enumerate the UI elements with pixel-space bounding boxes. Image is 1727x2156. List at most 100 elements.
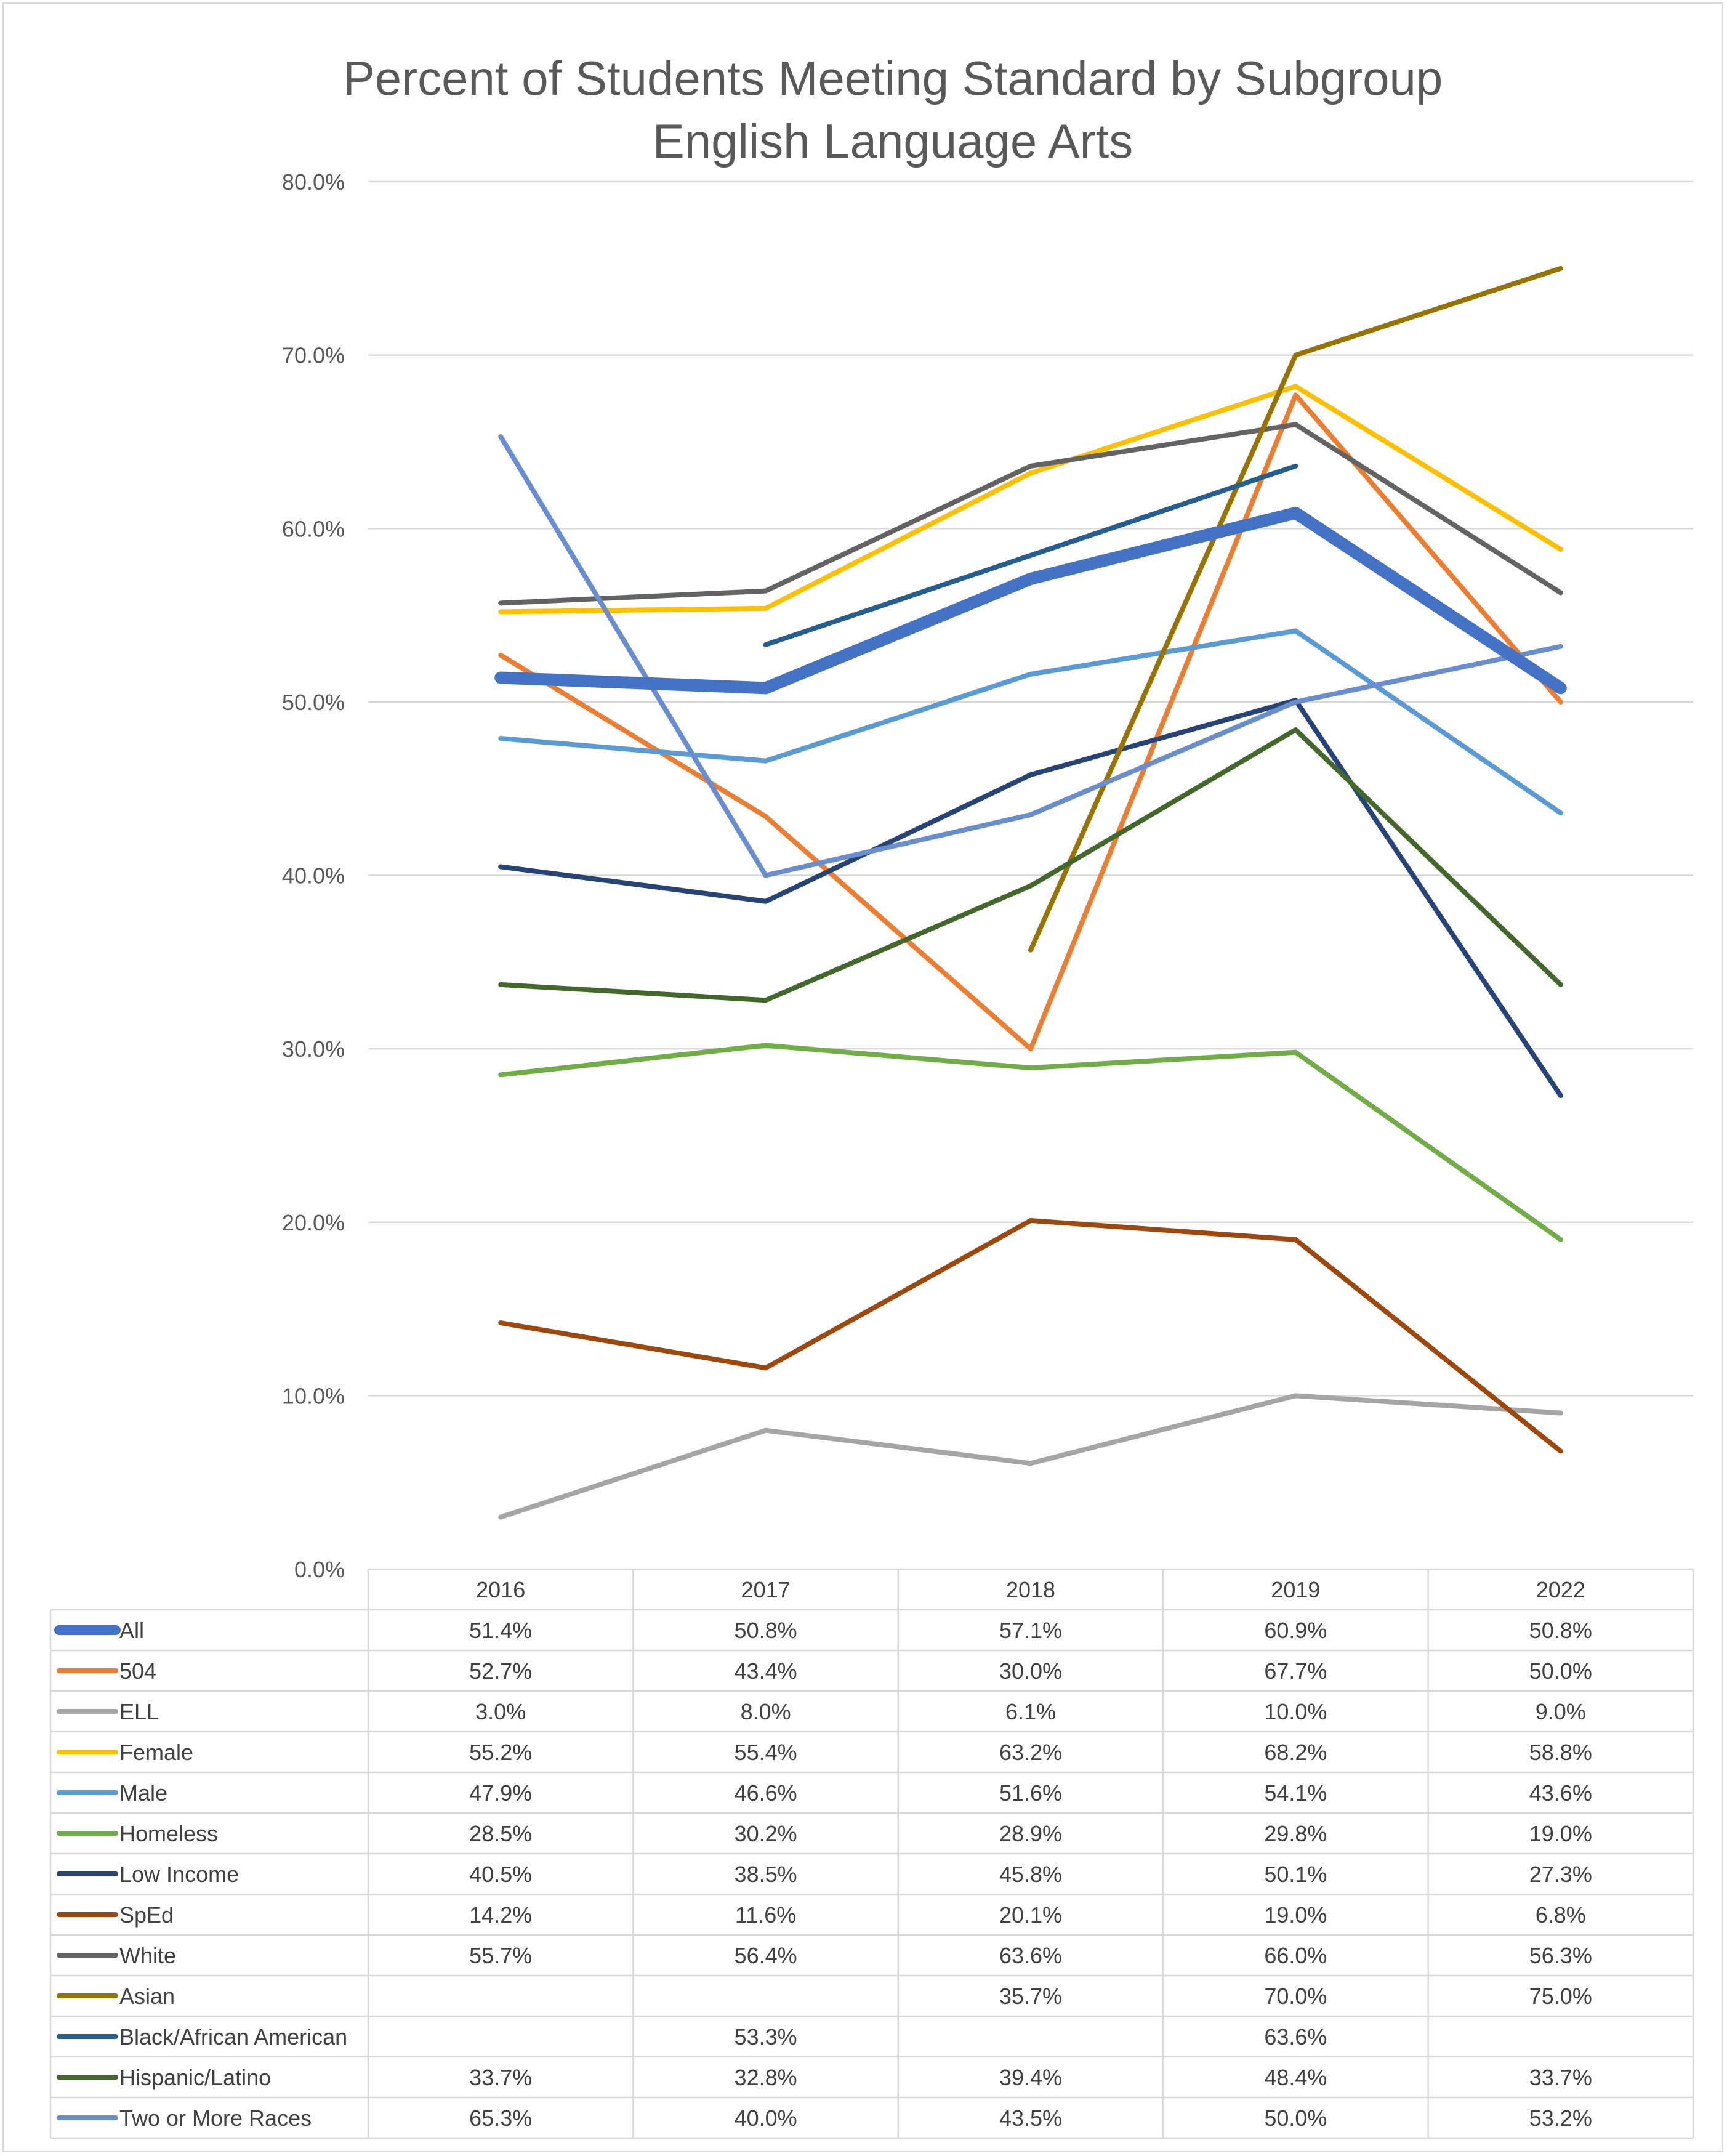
legend-label: Hispanic/Latino [119,2065,271,2090]
data-label: 28.9% [999,1821,1062,1846]
series-line-asian [1028,265,1563,953]
x-category-label: 2019 [1271,1577,1320,1602]
data-label: 6.1% [1005,1699,1056,1724]
data-label: 14.2% [469,1902,532,1928]
data-label: 54.1% [1264,1780,1327,1806]
data-label: 8.0% [741,1699,791,1724]
y-tick-label: 50.0% [282,690,345,715]
data-label: 30.0% [999,1658,1062,1684]
data-label: 55.4% [735,1740,797,1765]
series-line-low-income [498,698,1563,1099]
data-label: 19.0% [1264,1902,1327,1928]
data-label: 39.4% [999,2065,1062,2090]
data-label: 43.6% [1529,1780,1592,1806]
data-label: 63.6% [1264,2024,1327,2049]
data-label: 63.2% [999,1740,1062,1765]
legend-label: SpEd [119,1902,174,1928]
data-label: 65.3% [469,2106,532,2131]
data-label: 29.8% [1264,1821,1327,1846]
x-category-label: 2022 [1536,1577,1585,1602]
legend-label: Female [119,1740,193,1765]
y-tick-label: 60.0% [282,516,345,541]
data-label: 52.7% [469,1658,532,1684]
y-tick-label: 40.0% [282,863,345,889]
data-label: 3.0% [475,1699,526,1724]
y-tick-label: 30.0% [282,1036,345,1062]
data-label: 66.0% [1264,1943,1327,1968]
data-label: 53.3% [735,2024,797,2049]
series-line-two-or-more-races [498,434,1563,878]
data-label: 40.0% [735,2106,797,2131]
series-line-homeless [498,1043,1563,1242]
series-line-female [498,384,1563,615]
data-label: 50.8% [735,1618,797,1643]
series-line-male [498,628,1563,816]
data-label: 53.2% [1529,2106,1592,2131]
y-tick-label: 10.0% [282,1383,345,1408]
legend-label: Male [119,1780,167,1806]
legend-label: Two or More Races [119,2106,312,2131]
data-label: 43.5% [999,2106,1062,2131]
data-label: 75.0% [1529,1984,1592,2009]
series-line-black-african-american [763,463,1298,647]
data-label: 68.2% [1264,1740,1327,1765]
data-label: 50.0% [1529,1658,1592,1684]
data-label: 19.0% [1529,1821,1592,1846]
data-label: 32.8% [735,2065,797,2090]
data-label: 33.7% [469,2065,532,2090]
legend-label: Low Income [119,1862,239,1887]
series-line-504 [498,392,1563,1052]
legend-label: ELL [119,1699,159,1724]
data-label: 45.8% [999,1862,1062,1887]
data-label: 30.2% [735,1821,797,1846]
data-label: 9.0% [1536,1699,1586,1724]
legend-label: Homeless [119,1821,218,1846]
x-category-label: 2018 [1006,1577,1055,1602]
data-label: 55.2% [469,1740,532,1765]
legend-label: White [119,1943,176,1968]
data-label: 67.7% [1264,1658,1327,1684]
data-label: 56.3% [1529,1943,1592,1968]
data-label: 28.5% [469,1821,532,1846]
legend-label: Asian [119,1984,175,2009]
data-label: 70.0% [1264,1984,1327,2009]
data-label: 51.6% [999,1780,1062,1806]
data-label: 50.1% [1264,1862,1327,1887]
legend-label: 504 [119,1658,156,1684]
data-label: 10.0% [1264,1699,1327,1724]
series-line-sped [498,1217,1563,1454]
y-tick-label: 80.0% [282,169,345,195]
data-label: 50.0% [1264,2106,1327,2131]
data-label: 51.4% [469,1618,532,1643]
series-line-white [498,422,1563,606]
data-label: 11.6% [735,1902,796,1928]
data-label: 48.4% [1264,2065,1327,2090]
data-label: 47.9% [469,1780,532,1806]
data-label: 56.4% [735,1943,797,1968]
y-tick-label: 70.0% [282,343,345,368]
data-label: 50.8% [1529,1618,1592,1643]
series-line-ell [498,1393,1563,1520]
x-category-label: 2017 [741,1577,791,1602]
data-label: 46.6% [735,1780,797,1806]
chart-title: Percent of Students Meeting Standard by … [342,51,1443,105]
data-label: 20.1% [999,1902,1062,1928]
data-label: 6.8% [1536,1902,1586,1928]
data-label: 55.7% [469,1943,532,1968]
series-line-all [494,506,1567,695]
data-label: 57.1% [999,1618,1062,1643]
data-label: 58.8% [1529,1740,1592,1765]
legend-label: Black/African American [119,2024,347,2049]
data-label: 27.3% [1529,1862,1592,1887]
chart-subtitle: English Language Arts [652,114,1133,168]
y-tick-label: 0.0% [294,1557,345,1582]
data-label: 33.7% [1529,2065,1592,2090]
series-line-hispanic-latino [498,727,1563,1003]
data-label: 63.6% [999,1943,1062,1968]
data-label: 35.7% [999,1984,1062,2009]
x-category-label: 2016 [476,1577,525,1602]
legend-label: All [119,1618,144,1643]
data-label: 60.9% [1264,1618,1327,1643]
